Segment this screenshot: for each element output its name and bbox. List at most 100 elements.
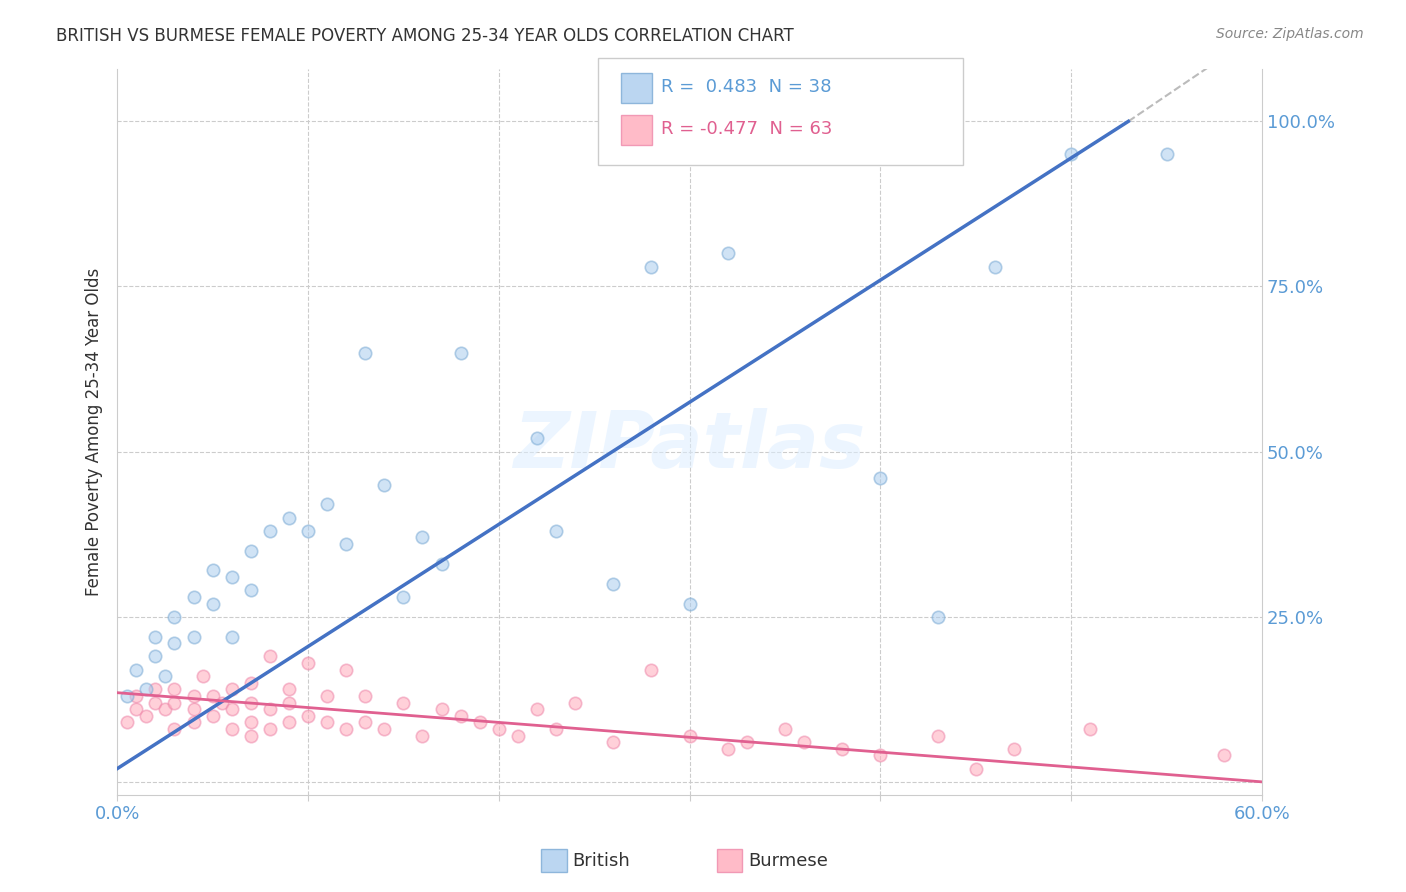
Point	[201, 564, 224, 578]
Point	[335, 663, 357, 677]
Point	[221, 702, 243, 716]
Y-axis label: Female Poverty Among 25-34 Year Olds: Female Poverty Among 25-34 Year Olds	[86, 268, 103, 596]
Point	[297, 524, 319, 538]
Text: British: British	[572, 852, 630, 870]
Point	[163, 609, 186, 624]
Point	[640, 663, 662, 677]
Point	[735, 735, 758, 749]
Point	[717, 246, 740, 260]
Point	[211, 696, 233, 710]
Point	[430, 702, 453, 716]
Point	[354, 689, 377, 703]
Point	[965, 762, 987, 776]
Point	[221, 722, 243, 736]
Point	[1156, 147, 1178, 161]
Point	[354, 715, 377, 730]
Point	[544, 722, 567, 736]
Point	[239, 543, 262, 558]
Point	[163, 722, 186, 736]
Point	[373, 477, 395, 491]
Point	[602, 576, 624, 591]
Point	[717, 741, 740, 756]
Point	[277, 682, 299, 697]
Point	[297, 708, 319, 723]
Point	[335, 722, 357, 736]
Point	[831, 741, 853, 756]
Point	[411, 531, 433, 545]
Point	[277, 715, 299, 730]
Point	[221, 682, 243, 697]
Point	[259, 524, 281, 538]
Point	[201, 597, 224, 611]
Point	[335, 537, 357, 551]
Point	[678, 729, 700, 743]
Point	[564, 696, 586, 710]
Point	[1002, 741, 1025, 756]
Point	[450, 708, 472, 723]
Point	[163, 636, 186, 650]
Text: Burmese: Burmese	[748, 852, 828, 870]
Point	[316, 715, 339, 730]
Point	[354, 345, 377, 359]
Point	[277, 510, 299, 524]
Point	[392, 696, 415, 710]
Point	[1212, 748, 1234, 763]
Point	[221, 630, 243, 644]
Text: R =  0.483  N = 38: R = 0.483 N = 38	[661, 78, 831, 96]
Point	[430, 557, 453, 571]
Point	[143, 649, 166, 664]
Point	[392, 590, 415, 604]
Point	[239, 583, 262, 598]
Point	[183, 715, 205, 730]
Point	[183, 590, 205, 604]
Point	[373, 722, 395, 736]
Point	[115, 689, 138, 703]
Point	[259, 722, 281, 736]
Point	[135, 708, 157, 723]
Point	[793, 735, 815, 749]
Point	[773, 722, 796, 736]
Point	[201, 689, 224, 703]
Point	[239, 675, 262, 690]
Point	[115, 715, 138, 730]
Text: Source: ZipAtlas.com: Source: ZipAtlas.com	[1216, 27, 1364, 41]
Point	[640, 260, 662, 274]
Point	[1060, 147, 1083, 161]
Point	[927, 729, 949, 743]
Text: R = -0.477  N = 63: R = -0.477 N = 63	[661, 120, 832, 138]
Point	[411, 729, 433, 743]
Point	[125, 663, 148, 677]
Point	[259, 702, 281, 716]
Point	[153, 669, 176, 683]
Point	[153, 702, 176, 716]
Point	[163, 696, 186, 710]
Point	[277, 696, 299, 710]
Point	[1078, 722, 1101, 736]
Point	[297, 656, 319, 670]
Point	[221, 570, 243, 584]
Point	[488, 722, 510, 736]
Point	[183, 630, 205, 644]
Point	[191, 669, 214, 683]
Point	[143, 682, 166, 697]
Point	[602, 735, 624, 749]
Point	[183, 702, 205, 716]
Point	[239, 729, 262, 743]
Point	[239, 696, 262, 710]
Point	[135, 682, 157, 697]
Point	[143, 630, 166, 644]
Point	[927, 609, 949, 624]
Point	[125, 689, 148, 703]
Point	[544, 524, 567, 538]
Point	[183, 689, 205, 703]
Point	[678, 597, 700, 611]
Text: BRITISH VS BURMESE FEMALE POVERTY AMONG 25-34 YEAR OLDS CORRELATION CHART: BRITISH VS BURMESE FEMALE POVERTY AMONG …	[56, 27, 794, 45]
Point	[468, 715, 491, 730]
Text: ZIPatlas: ZIPatlas	[513, 409, 866, 484]
Point	[869, 748, 891, 763]
Point	[984, 260, 1007, 274]
Point	[259, 649, 281, 664]
Point	[316, 689, 339, 703]
Point	[506, 729, 529, 743]
Point	[201, 708, 224, 723]
